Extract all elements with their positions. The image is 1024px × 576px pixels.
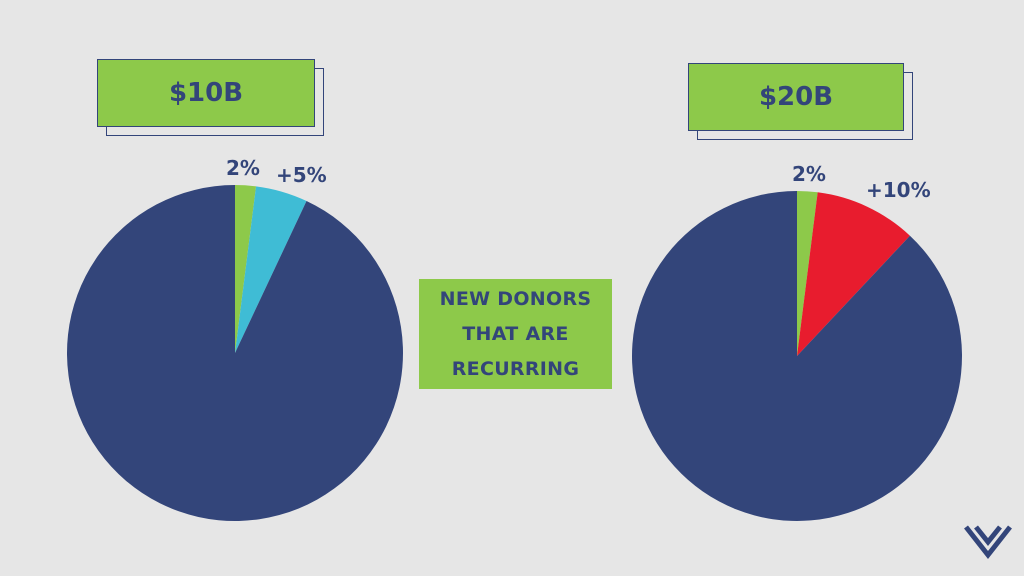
right-slice-label-red: +10% (866, 178, 931, 202)
left-slice-label-green: 2% (226, 156, 260, 180)
pie-0-slice-2 (66, 185, 403, 522)
left-chart-title: $10B (97, 59, 315, 127)
right-chart-title: $20B (688, 63, 904, 131)
left-slice-label-cyan: +5% (276, 163, 327, 187)
pie-1-slice-0 (797, 190, 818, 356)
center-label-line-1: NEW DONORS (439, 287, 592, 310)
pie-1-slice-2 (631, 191, 962, 521)
pie-0-slice-1 (235, 186, 307, 353)
center-label-line-2: THAT ARE (462, 322, 569, 345)
heart-chevron-logo-icon (964, 525, 1012, 560)
right-slice-label-green: 2% (792, 162, 826, 186)
center-label-line-3: RECURRING (451, 357, 580, 380)
pie-0-slice-0 (235, 185, 257, 353)
center-label-box: NEW DONORS THAT ARE RECURRING (419, 279, 612, 389)
right-chart-title-badge: $20B (688, 63, 913, 140)
left-chart-title-badge: $10B (97, 59, 324, 136)
pie-1-slice-1 (797, 192, 910, 356)
